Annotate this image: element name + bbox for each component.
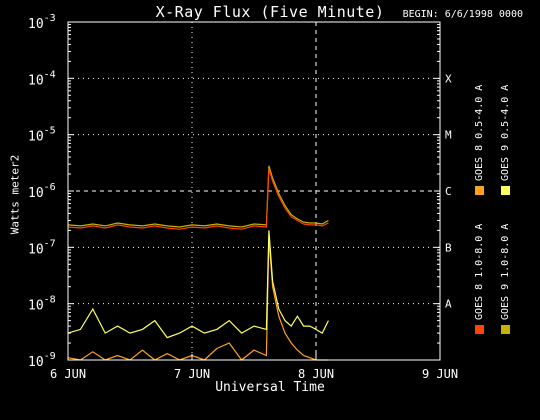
legend-swatch-icon xyxy=(501,325,510,334)
plot-series xyxy=(67,165,329,361)
legend-goes8-long: GOES 8 1.0-8.0 A xyxy=(474,224,485,334)
legend-label: GOES 8 1.0-8.0 A xyxy=(474,223,485,320)
y-tick-label: 10-9 xyxy=(28,351,56,370)
y-tick-label: 10-7 xyxy=(28,238,56,257)
series-line-2 xyxy=(67,165,329,228)
y-tick-label: 10-5 xyxy=(28,126,56,145)
chart-title: X-Ray Flux (Five Minute) xyxy=(155,3,385,21)
x-axis-label: Universal Time xyxy=(215,380,325,395)
legend-label: GOES 8 0.5-4.0 A xyxy=(474,84,485,181)
series-line-0 xyxy=(67,168,329,230)
legend-label: GOES 9 0.5-4.0 A xyxy=(500,84,511,181)
flare-class-label: B xyxy=(445,241,452,254)
y-tick-label: 10-6 xyxy=(28,182,56,201)
series-line-1 xyxy=(67,237,329,361)
legend-swatch-icon xyxy=(475,325,484,334)
y-tick-label: 10-3 xyxy=(28,13,56,32)
begin-label: BEGIN: 6/6/1998 0000 xyxy=(402,9,523,20)
flare-class-label: A xyxy=(445,298,452,311)
legend-goes8-short: GOES 8 0.5-4.0 A xyxy=(474,85,485,195)
legend-swatch-icon xyxy=(475,186,484,195)
legend-label: GOES 9 1.0-8.0 A xyxy=(500,223,511,320)
x-tick-label: 6 JUN xyxy=(50,367,86,381)
legend-goes9-long: GOES 9 1.0-8.0 A xyxy=(500,224,511,334)
flare-class-label: C xyxy=(445,185,452,198)
x-tick-label: 8 JUN xyxy=(298,367,334,381)
x-tick-label: 9 JUN xyxy=(422,367,458,381)
y-tick-label: 10-8 xyxy=(28,295,56,314)
flare-class-label: X xyxy=(445,72,452,85)
series-line-3 xyxy=(67,230,329,339)
plot-axes: A B C M X 6 JUN 7 JUN 8 JUN 9 JUN 10-9 10-8 10-7 10-… xyxy=(28,13,458,381)
y-axis-label: Watts meter2 xyxy=(8,154,22,235)
y-tick-label: 10-4 xyxy=(28,69,56,88)
legend-swatch-icon xyxy=(501,186,510,195)
plot-grid xyxy=(68,22,440,360)
x-tick-label: 7 JUN xyxy=(174,367,210,381)
legend-goes9-short: GOES 9 0.5-4.0 A xyxy=(500,85,511,195)
flare-class-label: M xyxy=(445,129,452,142)
